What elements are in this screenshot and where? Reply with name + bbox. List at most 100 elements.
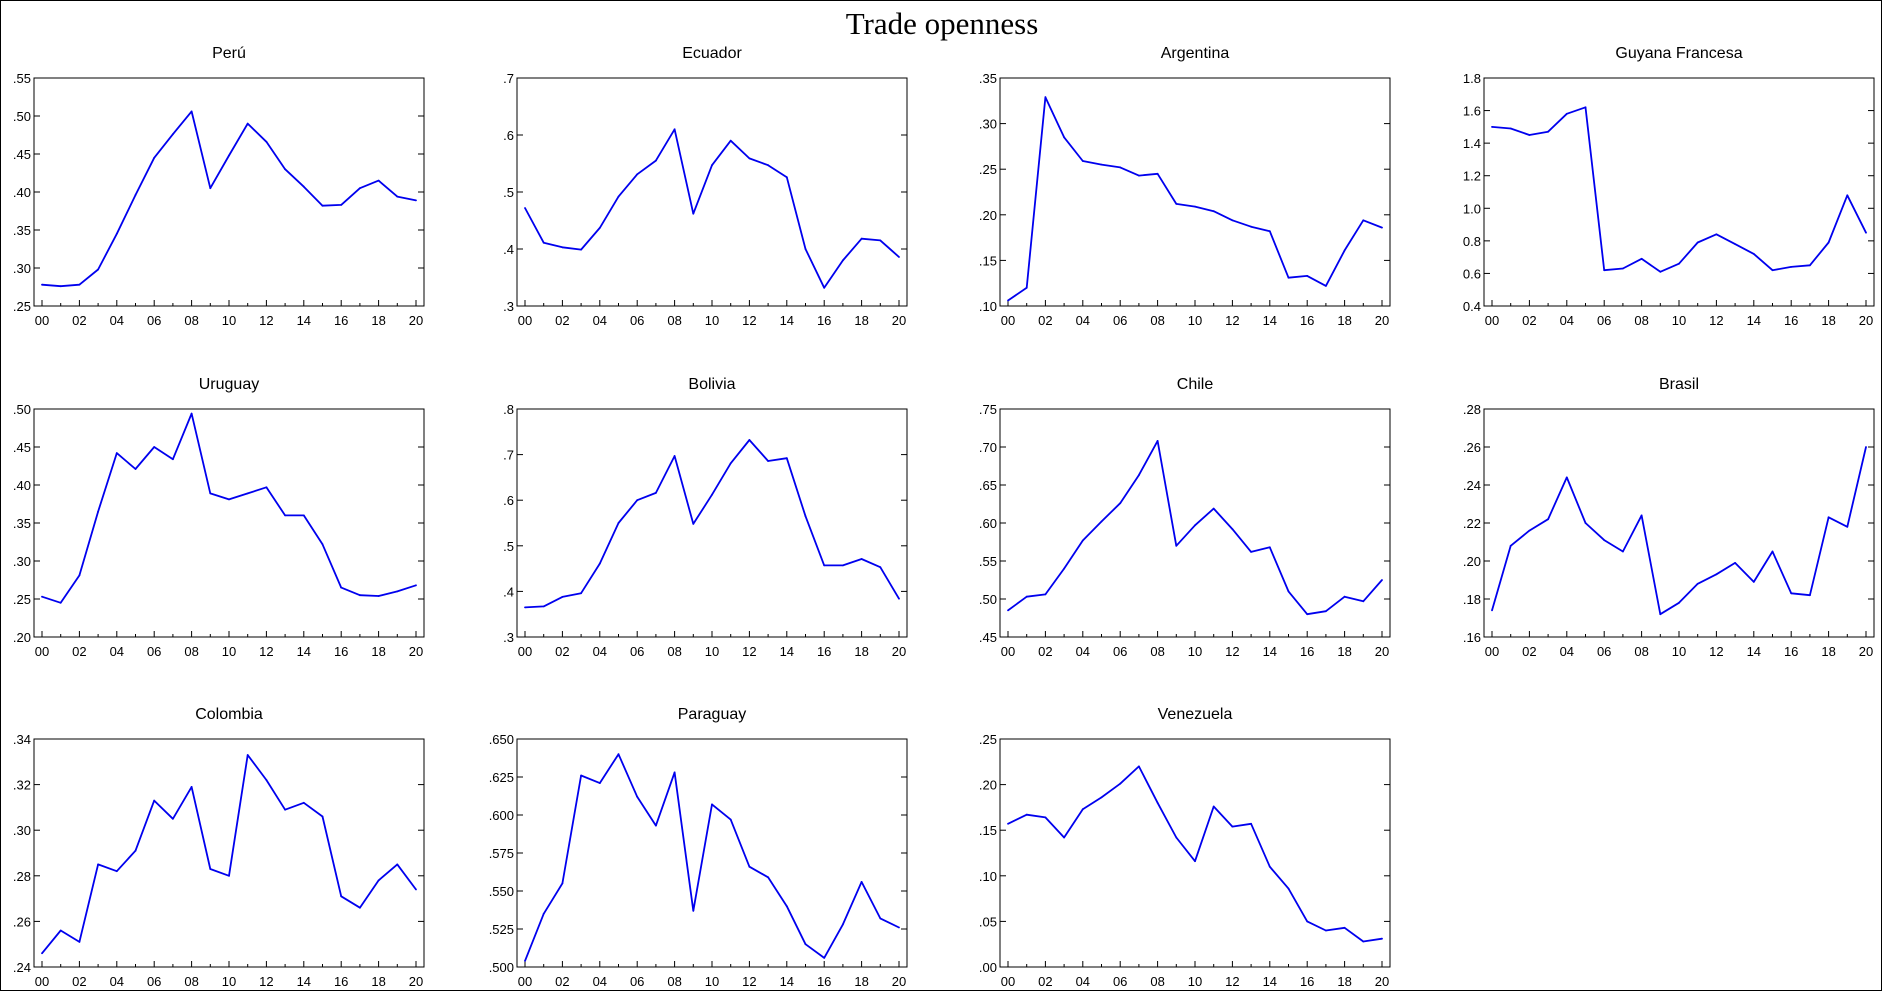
chart-venezuela: Venezuela .00 .05 .10 .15 .20 .25 00 02 04 06 08 10 1… [979, 706, 1391, 989]
x-tick-label: 10 [1188, 313, 1202, 328]
chart-title: Argentina [1161, 45, 1230, 62]
x-tick-label: 00 [1485, 644, 1499, 659]
plot-area [33, 738, 425, 968]
x-tick-label: 06 [1597, 313, 1611, 328]
chart-guyana-francesa: Guyana Francesa 0.4 0.6 0.8 1.0 1.2 1.4 1.6 1.8 0… [1463, 45, 1875, 328]
x-tick-label: 00 [518, 313, 532, 328]
data-point [673, 771, 676, 774]
y-tick-label: .35 [13, 516, 31, 531]
data-point [340, 586, 343, 589]
x-tick-label: 18 [854, 644, 868, 659]
x-tick-label: 20 [1375, 974, 1389, 989]
data-point [396, 195, 399, 198]
y-tick-label: .650 [489, 732, 514, 747]
y-tick-label: .7 [503, 71, 514, 86]
data-point [1362, 600, 1365, 603]
x-tick-label: 02 [1522, 313, 1536, 328]
data-point [1156, 440, 1159, 442]
data-point [1678, 601, 1680, 604]
y-tick-label: .10 [979, 869, 997, 884]
data-point [1325, 285, 1327, 287]
x-tick-label: 02 [72, 644, 86, 659]
chart-title: Uruguay [199, 376, 259, 393]
data-point [711, 803, 713, 806]
data-point [580, 774, 582, 777]
x-tick-label: 04 [593, 644, 607, 659]
y-tick-label: .525 [489, 922, 514, 937]
y-tick-label: .50 [13, 402, 31, 417]
x-tick-label: 04 [593, 313, 607, 328]
y-tick-label: 1.2 [1463, 169, 1481, 184]
data-point [1865, 446, 1867, 448]
x-tick-label: 06 [630, 974, 644, 989]
x-tick-label: 08 [667, 644, 681, 659]
data-point [1809, 594, 1811, 597]
data-point [415, 888, 417, 891]
x-tick-label: 06 [630, 644, 644, 659]
data-point [1790, 592, 1793, 595]
data-point [172, 817, 174, 820]
y-tick-label: .4 [503, 242, 514, 257]
y-tick-label: .575 [489, 846, 514, 861]
data-point [598, 227, 601, 229]
x-tick-label: 12 [259, 644, 273, 659]
data-point [1678, 262, 1680, 265]
x-tick-label: 08 [1150, 313, 1164, 328]
x-tick-label: 04 [1560, 313, 1574, 328]
data-point [1138, 765, 1140, 768]
x-tick-label: 20 [892, 644, 906, 659]
data-point [1491, 126, 1493, 128]
data-point [1175, 203, 1178, 205]
data-point [673, 128, 676, 131]
data-point [1250, 225, 1252, 228]
data-point [785, 457, 788, 460]
series-line [524, 128, 900, 289]
data-point [898, 256, 900, 258]
data-point [1509, 127, 1512, 130]
figure-title: Trade openness [845, 6, 1039, 41]
data-point [748, 439, 751, 441]
data-point [729, 818, 732, 821]
x-tick-label: 04 [110, 974, 124, 989]
data-point [377, 179, 380, 182]
y-tick-label: .550 [489, 884, 514, 899]
x-tick-label: 00 [35, 313, 49, 328]
x-tick-label: 18 [371, 644, 385, 659]
x-tick-label: 02 [1038, 644, 1052, 659]
x-tick-label: 12 [259, 974, 273, 989]
data-point [804, 248, 807, 250]
data-point [1194, 205, 1196, 208]
x-tick-label: 08 [667, 974, 681, 989]
data-point [1175, 836, 1178, 839]
plot-area [33, 408, 425, 638]
series-line [1007, 439, 1383, 616]
data-point [879, 917, 882, 920]
x-tick-label: 02 [555, 313, 569, 328]
data-point [1138, 174, 1140, 177]
data-point [636, 795, 639, 798]
x-tick-label: 04 [110, 644, 124, 659]
data-point [1846, 525, 1849, 528]
data-point [1528, 529, 1531, 532]
x-tick-label: 20 [1375, 644, 1389, 659]
x-tick-label: 20 [1859, 313, 1873, 328]
data-point [1622, 267, 1624, 270]
y-tick-label: .15 [979, 823, 997, 838]
data-point [524, 207, 526, 209]
data-point [1025, 286, 1028, 289]
y-tick-label: .40 [13, 185, 31, 200]
data-point [1250, 551, 1252, 553]
data-point [78, 574, 81, 577]
data-point [1268, 865, 1271, 868]
data-point [823, 957, 826, 959]
data-point [1734, 562, 1736, 564]
data-point [284, 168, 286, 171]
x-tick-label: 12 [742, 974, 756, 989]
y-tick-label: .35 [979, 71, 997, 86]
x-tick-label: 10 [705, 974, 719, 989]
data-point [246, 122, 249, 125]
y-tick-label: .20 [979, 208, 997, 223]
data-point [134, 194, 137, 196]
y-tick-label: .45 [13, 440, 31, 455]
chart-peru: Perú .25 .30 .35 .40 .45 .50 .55 00 02 04 06 08 10 12 1… [13, 45, 425, 328]
